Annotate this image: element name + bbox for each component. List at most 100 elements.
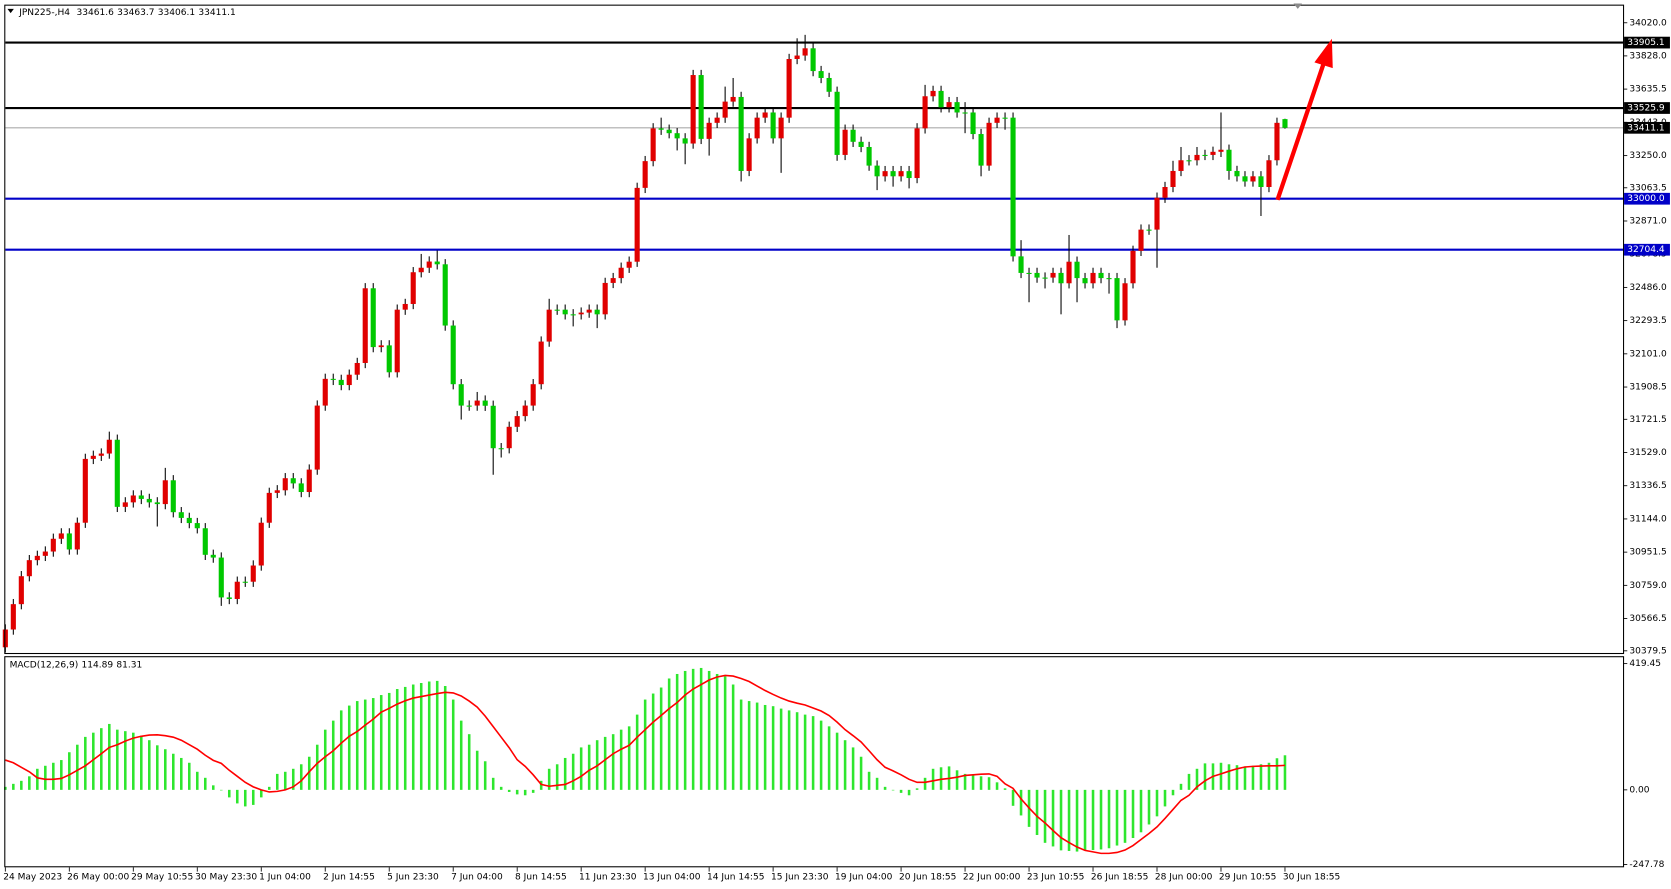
menu-arrow[interactable]	[7, 8, 14, 14]
candle-body	[954, 102, 960, 113]
price-badge	[1624, 243, 1670, 256]
macd-bar	[883, 786, 887, 790]
macd-bar	[491, 777, 495, 790]
macd-bar	[907, 789, 911, 796]
candle-body	[282, 478, 288, 491]
x-tick-label: 13 Jun 04:00	[643, 872, 701, 882]
candle-body	[218, 557, 224, 598]
macd-bar	[779, 708, 783, 790]
candle-body	[818, 71, 824, 78]
x-tick-label: 2 Jun 14:55	[323, 872, 375, 882]
candle-body	[194, 523, 200, 529]
candle-body	[1242, 176, 1248, 182]
macd-bar	[667, 678, 671, 790]
macd-bar	[859, 756, 863, 790]
candle-body	[74, 522, 80, 550]
macd-bar	[435, 680, 439, 790]
candle-body	[786, 58, 792, 118]
candle-body	[906, 171, 912, 179]
candle-body	[1146, 229, 1152, 231]
macd-bar	[387, 692, 391, 790]
candle-body	[162, 480, 168, 505]
candle-body	[546, 309, 552, 342]
chart-header: JPN225-,H4 33461.6 33463.7 33406.1 33411.1	[18, 8, 236, 18]
candle-body	[1114, 278, 1120, 321]
candle-body	[178, 512, 184, 518]
candle-body	[114, 439, 120, 507]
candle-body	[466, 405, 472, 407]
candle-body	[1066, 261, 1072, 284]
x-tick-label: 15 Jun 23:30	[771, 872, 829, 882]
candle-body	[138, 495, 144, 499]
macd-bar	[1235, 765, 1239, 790]
candle-body	[986, 122, 992, 166]
macd-bar	[451, 699, 455, 790]
macd-bar	[715, 673, 719, 790]
macd-bar	[747, 701, 751, 790]
candle-body	[754, 117, 760, 139]
price-badge-label: 33905.1	[1627, 38, 1664, 48]
macd-bar	[923, 777, 927, 790]
annotation-arrow-head	[1314, 38, 1333, 69]
candle-body	[450, 325, 456, 385]
y-tick-label: 419.45	[1629, 659, 1661, 669]
macd-bar	[867, 771, 871, 790]
macd-bar	[875, 777, 879, 790]
macd-bar	[635, 714, 639, 790]
macd-bar	[1163, 789, 1167, 807]
x-tick-label: 11 Jun 23:30	[579, 872, 637, 882]
macd-bar	[403, 686, 407, 790]
candle-body	[930, 90, 936, 97]
candle-body	[314, 405, 320, 470]
x-tick-label: 26 Jun 18:55	[1091, 872, 1148, 882]
macd-bar	[811, 716, 815, 790]
candle-body	[42, 551, 48, 556]
y-tick-label: 30379.5	[1629, 646, 1666, 656]
candle-body	[506, 426, 512, 449]
candle-body	[1226, 149, 1232, 171]
candle-body	[338, 379, 344, 386]
x-tick-label: 29 May 10:55	[131, 872, 193, 882]
candle-body	[1138, 229, 1144, 251]
candle-body	[1266, 160, 1272, 188]
candle-body	[834, 91, 840, 155]
candle-body	[1050, 272, 1056, 278]
x-tick-label: 22 Jun 00:00	[963, 872, 1021, 882]
macd-header: MACD(12,26,9) 114.89 81.31	[10, 660, 143, 670]
candle-body	[1234, 170, 1240, 177]
x-tick-label: 5 Jun 23:30	[387, 872, 439, 882]
macd-bar	[1035, 789, 1039, 836]
macd-bar	[203, 777, 207, 790]
labels-layer: 24 May 2023 26 May 00:00 29 May 10:55 30 Ma…	[3, 18, 1670, 882]
x-tick-label: 1 Jun 04:00	[259, 872, 311, 882]
candle-body	[1122, 283, 1128, 321]
candle-body	[1250, 176, 1256, 182]
macd-bar	[515, 789, 519, 795]
macd-bar	[44, 765, 47, 790]
macd-bar	[76, 744, 79, 790]
candle-body	[722, 101, 728, 118]
y-tick-label: 31721.5	[1629, 415, 1666, 425]
candle-body	[850, 129, 856, 142]
macd-bar	[987, 777, 991, 790]
macd-bar	[835, 732, 839, 790]
macd-bar	[36, 768, 39, 790]
macd-bar	[148, 740, 151, 790]
candle-body	[10, 604, 16, 630]
macd-bar	[507, 789, 511, 792]
macd-bar	[499, 786, 503, 790]
macd-bar	[1227, 764, 1231, 790]
macd-bar	[52, 762, 55, 790]
candle-body	[610, 278, 616, 283]
candle-body	[1082, 278, 1088, 284]
y-tick-label: 31529.0	[1629, 448, 1667, 458]
candle-body	[386, 345, 392, 373]
price-panel-border	[4, 4, 1625, 655]
y-tick-label: 31336.5	[1629, 481, 1666, 491]
macd-bar	[707, 670, 711, 790]
candle-body	[602, 282, 608, 315]
candle-body	[90, 455, 96, 459]
chart-shift-marker[interactable]	[1293, 3, 1303, 9]
macd-bar	[931, 768, 935, 790]
